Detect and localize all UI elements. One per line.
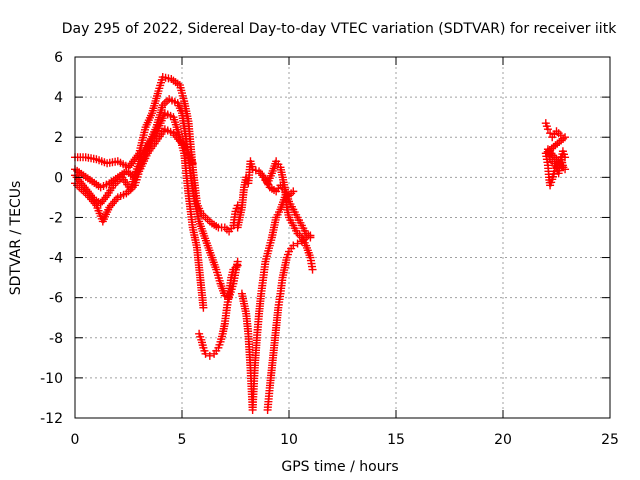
series-4 — [195, 261, 242, 360]
data-point — [308, 265, 317, 274]
data-point — [199, 303, 208, 312]
data-point — [306, 231, 315, 240]
x-tick-label: 15 — [387, 432, 405, 448]
data-point — [188, 159, 197, 168]
x-tick-label: 5 — [178, 432, 187, 448]
x-axis-label: GPS time / hours — [281, 459, 398, 475]
data-point — [543, 125, 552, 134]
y-tick-label: -6 — [49, 291, 63, 307]
data-point — [289, 241, 298, 250]
y-tick-label: -2 — [49, 210, 63, 226]
series-7 — [259, 157, 317, 274]
series-8 — [263, 231, 315, 414]
data-point — [546, 129, 555, 138]
data-point — [205, 351, 214, 360]
data-point — [201, 349, 210, 358]
data-point — [561, 153, 570, 162]
data-point — [289, 187, 298, 196]
x-tick-label: 10 — [280, 432, 298, 448]
x-tick-label: 25 — [601, 432, 619, 448]
plot-border — [74, 56, 611, 419]
grid — [75, 57, 610, 418]
y-tick-label: 2 — [54, 130, 63, 146]
y-tick-label: 0 — [54, 170, 63, 186]
data-point — [220, 291, 229, 300]
data-point — [233, 261, 242, 270]
y-tick-label: -10 — [40, 371, 63, 387]
y-axis-label: SDTVAR / TECUs — [8, 181, 24, 296]
data-point — [302, 233, 311, 242]
x-tick-label: 0 — [71, 432, 80, 448]
axis-ticks — [74, 56, 611, 419]
data-point — [293, 239, 302, 248]
chart-title: Day 295 of 2022, Sidereal Day-to-day VTE… — [62, 21, 617, 37]
y-tick-label: -12 — [40, 411, 63, 427]
y-tick-label: -8 — [49, 331, 63, 347]
y-tick-labels: -12 -10 -8 -6 -4 -2 0 2 4 6 — [40, 50, 63, 427]
y-tick-label: 6 — [54, 50, 63, 66]
series-9 — [541, 119, 570, 190]
y-tick-label: -4 — [49, 251, 63, 267]
data-series — [71, 73, 570, 414]
y-tick-label: 4 — [54, 90, 63, 106]
x-tick-labels: 0 5 10 15 20 25 — [71, 432, 619, 448]
x-tick-label: 20 — [494, 432, 512, 448]
series-3 — [71, 125, 197, 226]
